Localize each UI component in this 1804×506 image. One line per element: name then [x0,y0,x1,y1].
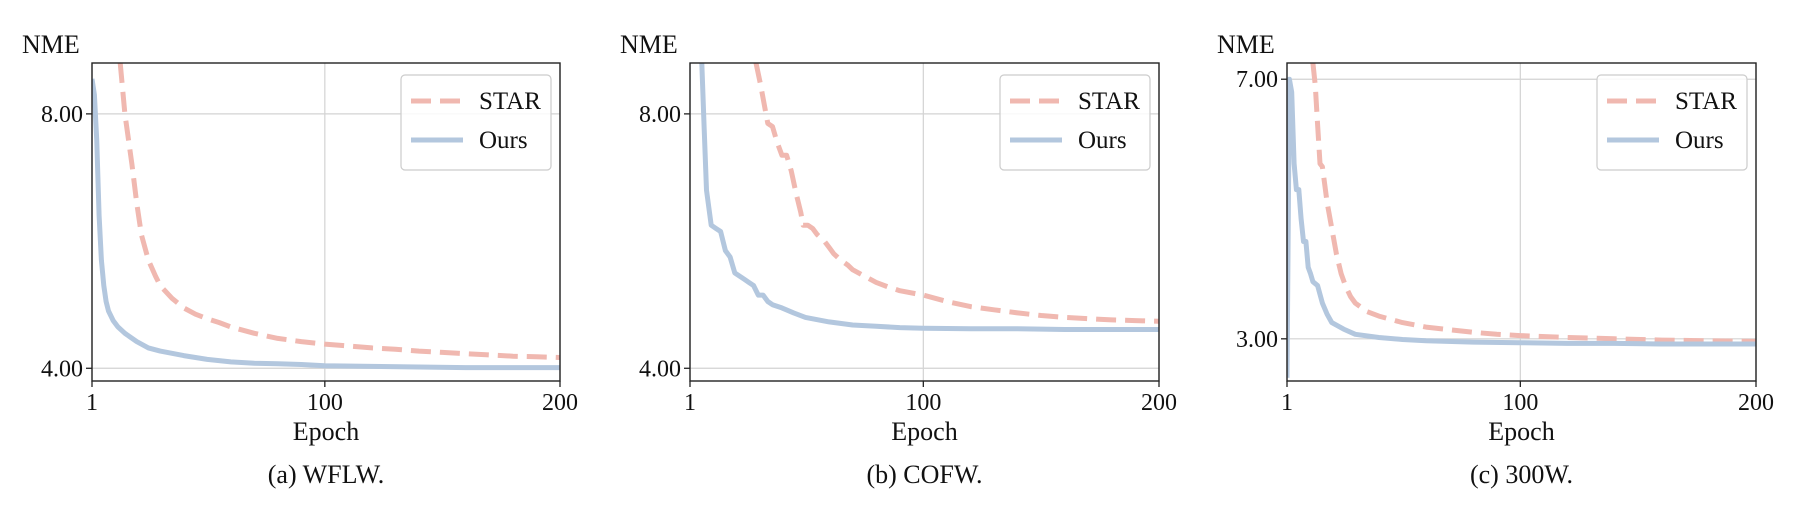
x-tick-label: 1 [1281,390,1293,416]
panel-caption: (c) 300W. [1470,460,1573,489]
y-tick-label: 4.00 [639,356,681,382]
plot-frame [91,62,561,382]
legend-label-ours: Ours [1675,127,1724,154]
x-axis-label: Epoch [293,417,359,446]
y-tick-label: 3.00 [1236,327,1278,353]
y-tick-label: 7.00 [1236,67,1278,93]
x-tick-label: 1 [86,390,98,416]
legend-label-star: STAR [1675,88,1737,115]
legend: STAR Ours [999,74,1151,171]
series-line-star [753,63,1159,324]
x-axis-label: Epoch [1488,417,1554,446]
legend-label-star: STAR [1078,88,1140,115]
legend-box [400,74,552,171]
x-tick-label: 100 [1502,390,1538,416]
series-line-ours [92,78,560,371]
x-tick-label: 100 [307,390,343,416]
series-line-ours [1287,76,1756,378]
legend-label-star: STAR [479,88,541,115]
legend: STAR Ours [1596,74,1748,171]
y-axis-label: NME [22,30,80,59]
y-axis-label: NME [1217,30,1275,59]
series-line-ours [699,63,1159,332]
series-group [699,63,1159,332]
legend-box [999,74,1151,171]
x-tick-label: 200 [542,390,578,416]
series-line-star [1310,63,1756,344]
x-tick-label: 200 [1738,390,1774,416]
series-group [1287,63,1756,378]
panel-caption: (b) COFW. [866,460,982,489]
y-tick-label: 8.00 [41,102,83,128]
x-tick-label: 1 [684,390,696,416]
chart-panel-300w: 1 100 200 3.00 7.00 NME Epoch (c) 300W. STAR Ours [1217,30,1774,489]
plot-frame [689,62,1160,382]
series-line-star [117,63,560,360]
panel-caption: (a) WFLW. [268,460,385,489]
legend-label-ours: Ours [479,127,528,154]
x-tick-label: 200 [1141,390,1177,416]
x-axis-label: Epoch [891,417,957,446]
x-tick-label: 100 [905,390,941,416]
legend-box [1596,74,1748,171]
legend: STAR Ours [400,74,552,171]
y-tick-label: 8.00 [639,102,681,128]
y-axis-label: NME [620,30,678,59]
y-tick-label: 4.00 [41,356,83,382]
plot-frame [1286,62,1757,382]
legend-label-ours: Ours [1078,127,1127,154]
chart-panel-cofw: 1 100 200 4.00 8.00 NME Epoch (b) COFW. STAR Ours [620,30,1177,489]
series-group [92,63,560,371]
chart-panel-wflw: 1 100 200 4.00 8.00 NME Epoch (a) WFLW. STAR Ours [22,30,578,489]
